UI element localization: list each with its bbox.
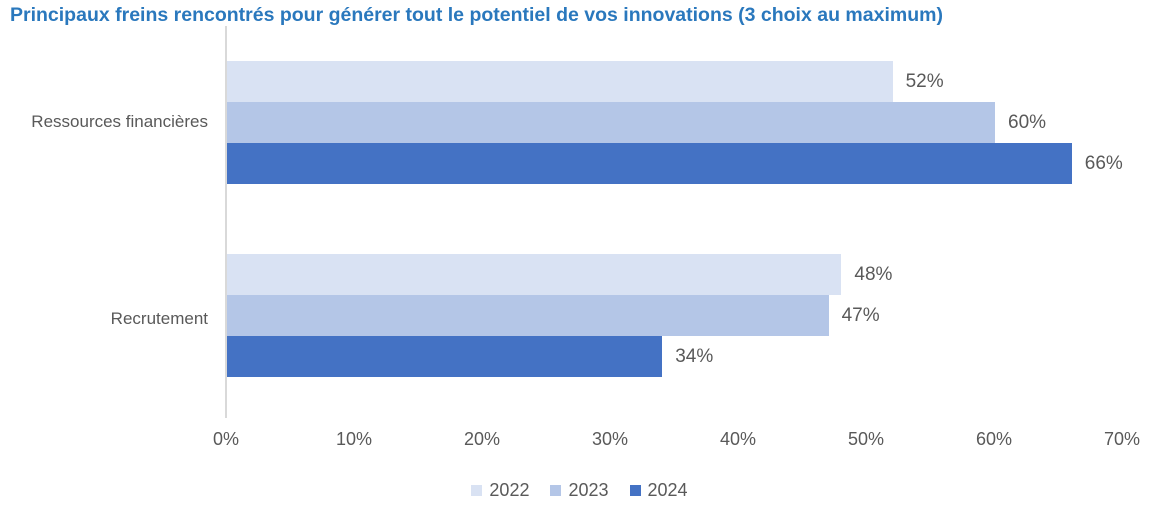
axis-tick-label: 70% bbox=[1103, 429, 1141, 449]
bar-2023-recrutement bbox=[227, 295, 829, 336]
data-label: 52% bbox=[905, 70, 944, 92]
chart-title: Principaux freins rencontrés pour génére… bbox=[10, 4, 943, 26]
bar-row: 47% bbox=[227, 295, 1123, 336]
data-label: 66% bbox=[1084, 152, 1123, 174]
bar-row: 34% bbox=[227, 336, 1123, 377]
bar-2022-recrutement bbox=[227, 254, 842, 295]
bar-2022-ressources bbox=[227, 61, 893, 102]
bar-2024-recrutement bbox=[227, 336, 663, 377]
bar-row: 60% bbox=[227, 102, 1123, 143]
legend-swatch-2022 bbox=[471, 484, 483, 496]
legend-swatch-2023 bbox=[550, 484, 562, 496]
axis-tick-label: 0% bbox=[212, 429, 239, 449]
legend-item-2022: 2022 bbox=[471, 480, 529, 501]
legend-swatch-2024 bbox=[629, 484, 641, 496]
category-axis-line bbox=[225, 26, 227, 418]
legend-label: 2024 bbox=[647, 479, 688, 500]
data-label: 48% bbox=[854, 263, 893, 285]
value-axis: 0% 10% 20% 30% 40% 50% 60% 70% bbox=[0, 429, 1159, 453]
legend: 2022 2023 2024 bbox=[0, 478, 1159, 502]
category-label-ressources-financieres: Ressources financières bbox=[31, 112, 208, 131]
bar-row: 66% bbox=[227, 143, 1123, 184]
axis-tick-label: 20% bbox=[463, 429, 501, 449]
bar-row: 52% bbox=[227, 61, 1123, 102]
axis-tick-label: 40% bbox=[719, 429, 757, 449]
bar-2024-ressources bbox=[227, 143, 1072, 184]
legend-item-2023: 2023 bbox=[550, 479, 609, 501]
legend-label: 2022 bbox=[489, 479, 530, 500]
legend-label: 2023 bbox=[568, 479, 609, 500]
category-label-recrutement: Recrutement bbox=[110, 309, 208, 328]
axis-tick-label: 30% bbox=[591, 429, 629, 449]
legend-item-2024: 2024 bbox=[629, 479, 688, 501]
data-label: 47% bbox=[841, 304, 880, 326]
bar-row: 48% bbox=[227, 254, 1123, 295]
data-label: 60% bbox=[1008, 111, 1047, 133]
axis-tick-label: 10% bbox=[335, 429, 373, 449]
axis-tick-label: 50% bbox=[847, 429, 885, 449]
data-label: 34% bbox=[675, 345, 714, 367]
bar-2023-ressources bbox=[227, 102, 995, 143]
axis-tick-label: 60% bbox=[975, 429, 1013, 449]
